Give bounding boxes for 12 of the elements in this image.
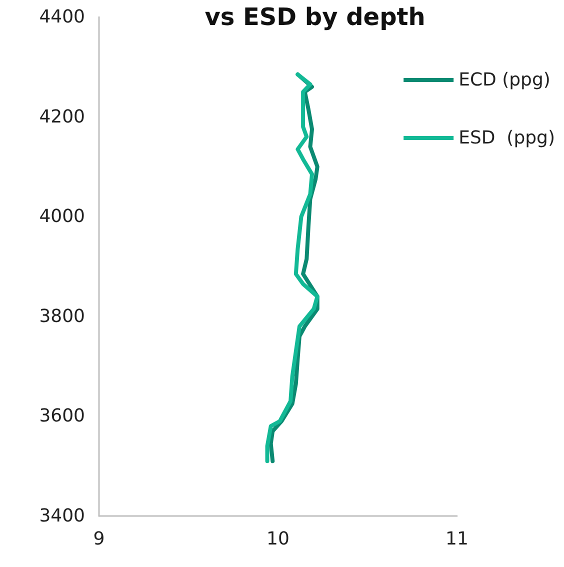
legend-label: ESD (ppg) [458,128,556,148]
y-tick-label: 3800 [39,306,85,327]
legend-label: ECD (ppg) [458,70,550,90]
y-tick-label: 4000 [39,206,85,228]
y-tick-label: 4200 [39,106,85,128]
x-tick-label: 9 [93,528,105,550]
y-tick-label: 3600 [39,406,85,427]
chart-title: vs ESD by depth [204,3,426,31]
y-tick-label: 3400 [39,506,85,526]
x-tick-label: 11 [446,528,468,550]
x-tick-label: 10 [266,528,290,550]
y-tick-label: 4400 [39,6,85,28]
